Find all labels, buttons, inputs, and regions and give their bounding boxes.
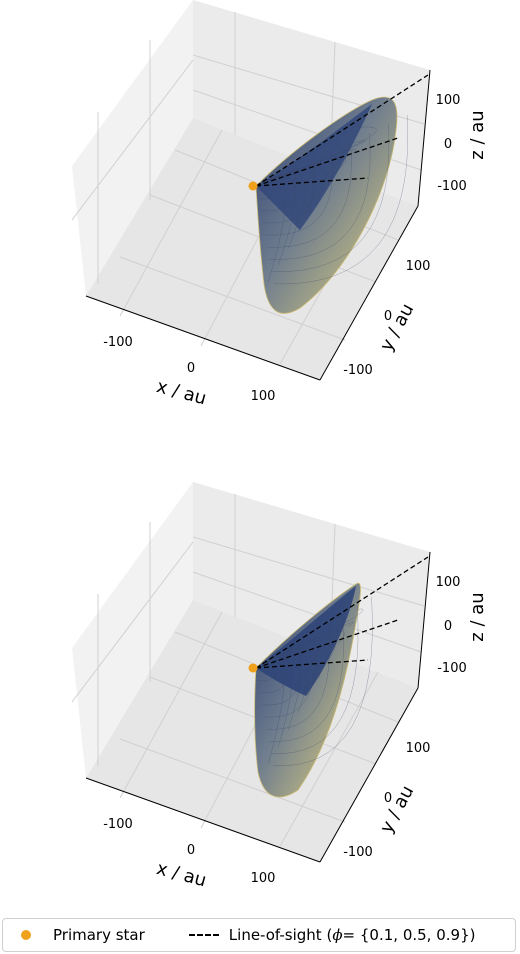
mesh-line bbox=[264, 150, 333, 236]
cone-surface bbox=[254, 582, 373, 798]
xtick-label: -100 bbox=[103, 817, 133, 832]
mesh-line bbox=[255, 654, 301, 731]
pane-back bbox=[193, 482, 430, 688]
xtick-label: 0 bbox=[187, 843, 195, 858]
mesh-line bbox=[255, 161, 336, 197]
mesh-line bbox=[255, 175, 296, 266]
sight-line-phi-0.1 bbox=[255, 556, 429, 669]
mesh-line bbox=[271, 123, 390, 272]
pane-left bbox=[72, 482, 193, 778]
mesh-line bbox=[258, 177, 278, 200]
mesh-line bbox=[267, 623, 330, 730]
axis-lines bbox=[85, 69, 431, 381]
sight-line-phi-0.9 bbox=[255, 659, 369, 669]
mesh-line bbox=[260, 168, 296, 212]
mesh-line bbox=[271, 605, 359, 754]
panel-2: -100 0 100 -100 0 100 100 0 -100 x / au … bbox=[71, 482, 488, 891]
y-axis-label: y / au bbox=[376, 782, 418, 837]
sight-line-phi-0.9 bbox=[255, 177, 369, 187]
ztick-label: 0 bbox=[444, 619, 452, 634]
mesh-line bbox=[269, 132, 371, 260]
primary-star bbox=[248, 663, 258, 673]
ztick-label: -100 bbox=[437, 661, 467, 676]
grid bbox=[71, 494, 425, 847]
xtick-label: 0 bbox=[187, 361, 195, 376]
sight-line-phi-0.5 bbox=[255, 619, 399, 669]
legend-primary-star-label: Primary star bbox=[53, 926, 145, 944]
z-axis-label: z / au bbox=[467, 592, 488, 641]
mesh-line bbox=[255, 648, 318, 696]
legend-item-primary-star: Primary star bbox=[3, 926, 145, 944]
ztick-label: -100 bbox=[437, 179, 467, 194]
mesh-line bbox=[255, 139, 367, 187]
mesh-line bbox=[264, 632, 316, 718]
primary-star bbox=[248, 181, 258, 191]
sight-lines bbox=[255, 74, 429, 187]
ztick-label: 100 bbox=[436, 93, 461, 108]
mesh-line bbox=[255, 631, 345, 669]
x-axis-label: x / au bbox=[154, 858, 208, 891]
ytick-label: 100 bbox=[406, 259, 431, 274]
mesh-line bbox=[255, 156, 346, 187]
mesh-line bbox=[255, 149, 356, 187]
xtick-label: -100 bbox=[103, 335, 133, 350]
mesh-line bbox=[255, 608, 364, 669]
ytick-label: -100 bbox=[343, 363, 373, 378]
mesh-line bbox=[273, 596, 373, 767]
z-axis-label: z / au bbox=[467, 110, 488, 159]
mesh-line bbox=[273, 114, 409, 285]
sight-lines bbox=[255, 556, 429, 669]
xtick-label: 100 bbox=[251, 871, 276, 886]
mesh-line bbox=[262, 641, 302, 706]
legend-dash-marker bbox=[188, 934, 219, 936]
axis-lines bbox=[85, 551, 431, 863]
sight-line-phi-0.1 bbox=[255, 74, 429, 187]
x-axis-label: x / au bbox=[154, 376, 208, 409]
ytick-label: 100 bbox=[406, 741, 431, 756]
mesh-line bbox=[255, 621, 354, 669]
mesh-line bbox=[255, 638, 336, 669]
sight-line-phi-0.5 bbox=[255, 137, 399, 187]
ytick-label: 0 bbox=[384, 791, 392, 806]
mesh-line bbox=[269, 614, 344, 742]
legend-sight-line-suffix: = {0.1, 0.5, 0.9}) bbox=[342, 926, 476, 944]
ytick-label: 0 bbox=[384, 309, 392, 324]
legend-star-marker bbox=[21, 930, 31, 940]
legend-item-sight-line: Line-of-sight (ϕ = {0.1, 0.5, 0.9}) bbox=[145, 926, 476, 944]
y-axis-label: y / au bbox=[376, 300, 418, 355]
cone-surface bbox=[255, 96, 409, 314]
mesh-line bbox=[255, 657, 293, 748]
mesh-line bbox=[262, 159, 315, 224]
mesh-line bbox=[267, 141, 352, 248]
legend-sight-line-symbol: ϕ bbox=[332, 926, 343, 944]
legend: Primary star Line-of-sight (ϕ = {0.1, 0.… bbox=[2, 918, 516, 952]
ytick-label: -100 bbox=[343, 845, 373, 860]
panel-1: -100 0 100 -100 0 100 100 0 -100 x / au … bbox=[71, 0, 488, 409]
mesh-line bbox=[260, 650, 288, 694]
pane-left bbox=[72, 0, 193, 296]
legend-sight-line-prefix: Line-of-sight ( bbox=[228, 926, 333, 944]
ztick-label: 100 bbox=[436, 575, 461, 590]
mesh-line bbox=[255, 126, 377, 187]
ztick-label: 0 bbox=[444, 137, 452, 152]
mesh-line bbox=[255, 644, 327, 679]
xtick-label: 100 bbox=[251, 389, 276, 404]
